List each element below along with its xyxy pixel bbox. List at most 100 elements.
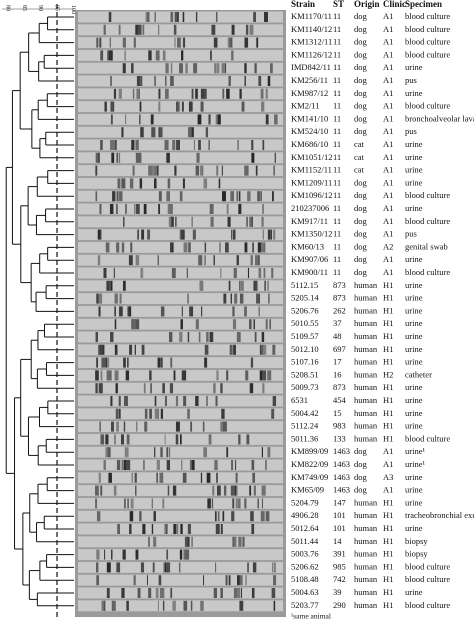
gel-band — [228, 280, 231, 291]
gel-band — [117, 178, 121, 189]
gel-band — [160, 408, 164, 419]
gel-band — [236, 191, 239, 202]
gel-band — [261, 344, 265, 355]
gel-band — [200, 101, 204, 112]
gel-band — [199, 165, 204, 176]
gel-band — [123, 421, 126, 432]
table-cell: 985 — [333, 561, 346, 571]
gel-band — [273, 165, 275, 176]
table-cell: blood culture — [405, 190, 450, 200]
gel-band — [144, 408, 148, 419]
gel-band — [130, 242, 133, 253]
gel-band — [208, 114, 211, 125]
gel-band — [141, 229, 145, 240]
table-cell: 11 — [333, 139, 341, 149]
gel-band — [166, 152, 170, 163]
gel-band — [103, 600, 106, 611]
gel-band — [107, 447, 111, 458]
gel-band — [181, 370, 186, 381]
table-cell: 210237006 — [291, 203, 329, 213]
table-cell: 5011.36 — [291, 433, 318, 443]
gel-band — [158, 88, 161, 99]
gel-band — [183, 600, 188, 611]
gel-band — [261, 101, 265, 112]
gel-band — [183, 242, 188, 253]
gel-band — [265, 511, 270, 522]
gel-band — [179, 63, 184, 74]
gel-band — [184, 370, 187, 381]
table-cell: 5003.76 — [291, 549, 319, 559]
gel-band — [134, 344, 137, 355]
gel-band — [160, 472, 164, 483]
gel-band — [119, 306, 123, 317]
gel-band — [113, 268, 115, 278]
column-header: Strain — [291, 0, 315, 9]
scale-label: 90 — [37, 5, 43, 11]
gel-band — [179, 191, 183, 202]
gel-lane — [78, 280, 283, 292]
table-cell: KM1312/11 — [291, 37, 332, 47]
gel-band — [215, 114, 220, 125]
gel-band — [233, 344, 236, 355]
gel-band — [225, 242, 229, 253]
table-cell: human — [354, 344, 378, 354]
gel-band — [233, 229, 236, 240]
gel-band — [127, 498, 129, 509]
gel-band — [154, 447, 156, 458]
table-cell: urine — [405, 485, 423, 495]
gel-band — [271, 562, 274, 573]
table-cell: urine — [405, 254, 423, 264]
gel-band — [100, 434, 104, 445]
gel-band — [143, 383, 146, 394]
gel-band — [137, 24, 141, 35]
gel-band — [157, 255, 159, 266]
gel-band — [250, 255, 253, 266]
table-cell: H1 — [383, 293, 393, 303]
gel-band — [226, 447, 229, 458]
gel-band — [110, 280, 113, 291]
gel-band — [230, 485, 235, 496]
gel-band — [271, 408, 275, 419]
table-cell: urine — [405, 177, 423, 187]
table-cell: human — [354, 600, 378, 610]
gel-band — [231, 24, 235, 35]
gel-band — [232, 319, 237, 330]
table-cell: urine — [405, 497, 423, 507]
gel-band — [204, 255, 206, 266]
table-cell: 11 — [333, 152, 341, 162]
table-cell: H1 — [383, 305, 393, 315]
gel-band — [164, 396, 167, 406]
gel-band — [255, 255, 259, 266]
gel-lane — [78, 24, 283, 36]
gel-band — [140, 268, 144, 278]
gel-band — [101, 357, 106, 368]
table-cell: 11 — [333, 75, 341, 85]
table-cell: 454 — [333, 395, 347, 405]
gel-band — [204, 242, 207, 253]
gel-lane — [78, 382, 283, 394]
gel-band — [226, 204, 229, 214]
gel-band — [217, 511, 220, 522]
gel-band — [98, 293, 103, 304]
gel-band — [179, 37, 181, 48]
gel-band — [263, 344, 267, 355]
gel-lane — [78, 587, 283, 599]
gel-band — [213, 37, 218, 48]
table-cell: 5204.79 — [291, 497, 319, 507]
table-cell: 873 — [333, 382, 346, 392]
gel-lane — [78, 241, 283, 253]
footnote: ¹same animal — [291, 611, 331, 620]
gel-band — [232, 498, 235, 509]
table-cell: dog — [354, 24, 368, 34]
gel-band — [271, 268, 274, 278]
gel-band — [95, 498, 98, 509]
gel-band — [95, 485, 99, 496]
table-cell: KM65/09 — [291, 485, 324, 495]
gel-band — [197, 114, 202, 125]
table-cell: cat — [354, 165, 365, 175]
table-cell: 5004.42 — [291, 408, 319, 418]
table-cell: dog — [354, 472, 368, 482]
gel-band — [192, 229, 196, 240]
gel-band — [193, 140, 195, 150]
